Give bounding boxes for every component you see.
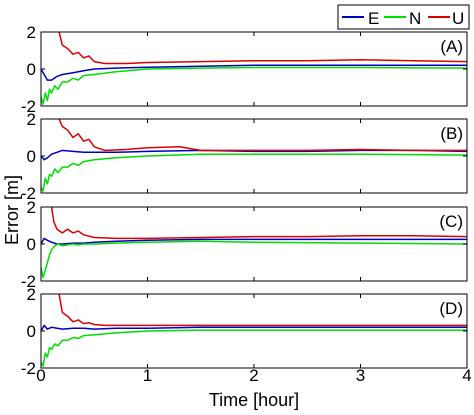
legend-label-n: N [409, 9, 421, 28]
panel-label: (C) [439, 212, 463, 231]
series-line-u [50, 207, 467, 240]
panels-layer: -2 0 2 (A) -2 0 2 (B) -2 0 2 (C) -2 0 2 (D) [21, 23, 468, 378]
panel-series-group [41, 294, 467, 367]
series-line-e [41, 64, 467, 81]
y-tick-label: 0 [27, 235, 36, 254]
y-tick-label: -2 [21, 184, 36, 203]
series-line-e [41, 237, 467, 245]
panel-series-group [41, 207, 467, 279]
y-tick-label: 2 [27, 23, 36, 42]
series-line-n [41, 240, 467, 279]
panel-2: -2 0 2 (B) [21, 110, 468, 203]
series-line-e [41, 324, 467, 332]
panel-label: (B) [440, 124, 463, 143]
series-line-u [58, 32, 467, 65]
series-line-n [41, 153, 467, 192]
series-line-e [41, 149, 467, 161]
panel-series-group [41, 32, 467, 105]
y-tick-label: 0 [27, 322, 36, 341]
legend-label-e: E [368, 9, 379, 28]
y-tick-label: -2 [21, 97, 36, 116]
panel-frame [40, 293, 468, 369]
y-tick-label: 0 [27, 60, 36, 79]
series-line-u [58, 294, 467, 327]
y-tick-label: 2 [27, 198, 36, 217]
x-tick-label-1: 1 [143, 366, 152, 385]
x-tick-labels: 0 1 2 3 4 [36, 366, 471, 385]
series-line-u [58, 119, 467, 152]
panel-series-group [41, 119, 467, 192]
x-axis-label: Time [hour] [209, 390, 299, 410]
y-tick-label: -2 [21, 359, 36, 378]
legend: E N U [337, 4, 470, 30]
y-tick-label: 2 [27, 110, 36, 129]
x-tick-label-0: 0 [36, 366, 45, 385]
y-tick-label: 0 [27, 147, 36, 166]
panel-label: (A) [440, 37, 463, 56]
x-tick-label-4: 4 [462, 366, 471, 385]
y-tick-label: 2 [27, 285, 36, 304]
panel-3: -2 0 2 (C) [21, 198, 468, 291]
panel-label: (D) [439, 299, 463, 318]
panel-frame [40, 118, 468, 194]
series-line-n [41, 66, 467, 105]
panel-4: -2 0 2 (D) [21, 285, 468, 378]
legend-label-u: U [452, 9, 464, 28]
x-tick-label-3: 3 [356, 366, 365, 385]
series-line-n [41, 329, 467, 367]
y-tick-label: -2 [21, 272, 36, 291]
x-tick-label-2: 2 [249, 366, 258, 385]
y-axis-label: Error [m] [2, 175, 22, 245]
panel-1: -2 0 2 (A) [21, 23, 468, 116]
